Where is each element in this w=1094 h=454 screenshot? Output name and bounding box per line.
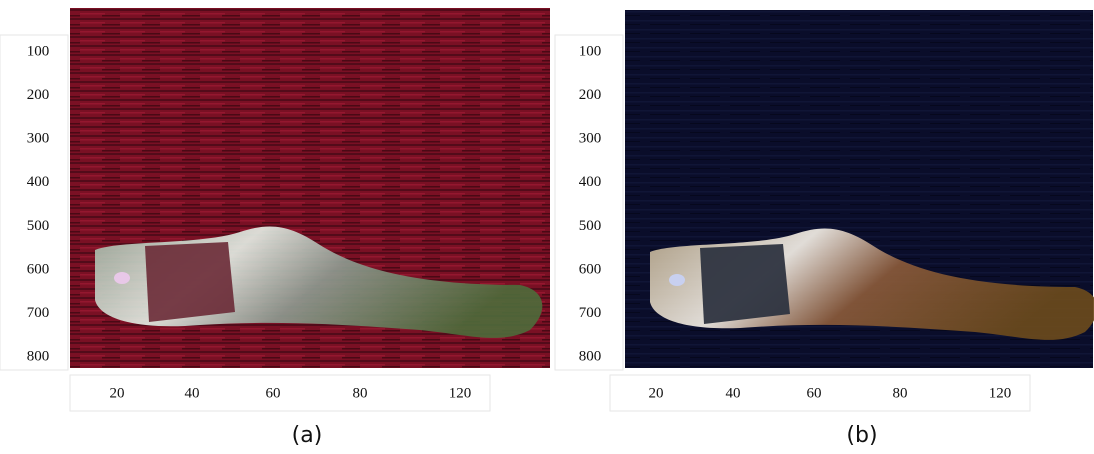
y-tick-label: 400 [579, 174, 602, 190]
y-tick-label: 700 [579, 305, 602, 321]
y-tick-label: 400 [27, 174, 50, 190]
x-tick-label: 20 [649, 385, 664, 401]
spot [669, 274, 685, 286]
y-tick-label: 500 [27, 218, 50, 234]
y-tick-label: 300 [27, 131, 50, 147]
x-tick-label: 40 [185, 385, 200, 401]
y-tick-label: 600 [579, 261, 602, 277]
patch [145, 242, 235, 322]
panel-a: (a) [0, 8, 550, 448]
y-tick-label: 600 [27, 261, 50, 277]
y-tick-label: 100 [579, 43, 602, 59]
y-tick-label: 800 [27, 349, 50, 365]
x-tick-label: 80 [353, 385, 368, 401]
y-tick-label: 800 [579, 349, 602, 365]
y-tick-label: 200 [27, 87, 50, 103]
x-tick-label: 40 [726, 385, 741, 401]
x-tick-label: 20 [110, 385, 125, 401]
y-tick-label: 500 [579, 218, 602, 234]
caption: (a) [292, 423, 323, 448]
y-tick-label: 100 [27, 43, 50, 59]
spot [114, 272, 130, 284]
panel-b: (b) [555, 10, 1094, 448]
caption: (b) [846, 423, 877, 448]
patch [700, 244, 790, 324]
x-tick-label: 120 [989, 385, 1012, 401]
x-tick-label: 120 [449, 385, 472, 401]
y-tick-label: 200 [579, 87, 602, 103]
x-tick-label: 80 [893, 385, 908, 401]
x-tick-label: 60 [807, 385, 822, 401]
y-tick-label: 300 [579, 131, 602, 147]
y-tick-label: 700 [27, 305, 50, 321]
figure: (a) (b) 100 200 300 400 500 600 700 800 20 40 60 80… [0, 0, 1094, 454]
x-tick-label: 60 [266, 385, 281, 401]
